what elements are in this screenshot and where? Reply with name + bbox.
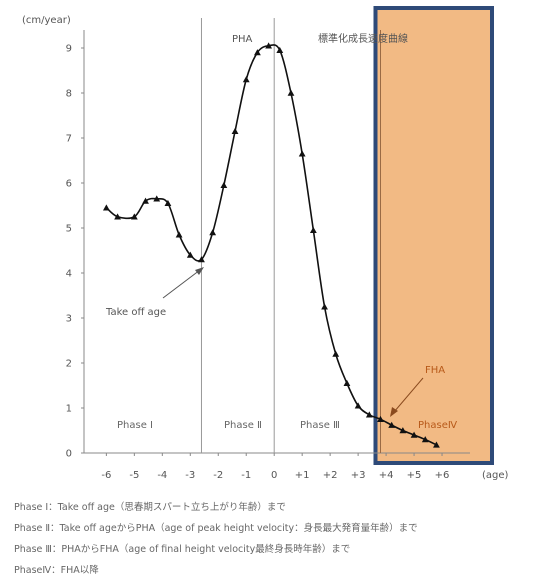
phase-4-label: PhaseⅣ [418,420,458,431]
data-point-marker [175,231,183,238]
take-off-age-arrow-line [162,269,201,299]
data-point-marker [265,42,273,49]
x-axis-label: (age) [482,470,509,481]
data-point-marker [354,402,362,409]
x-tick-label: -6 [101,470,111,481]
y-tick-label: 3 [66,314,72,325]
x-tick-label: 0 [271,470,277,481]
y-tick-label: 2 [66,359,72,370]
y-tick-label: 9 [66,44,72,55]
y-tick-label: 8 [66,89,72,100]
data-point-marker [321,303,328,310]
data-point-marker [254,49,261,56]
vlines-group [200,18,381,453]
data-point-marker [102,204,110,211]
legend-line-4: PhaseⅣ：FHA以降 [14,564,99,576]
take-off-age-arrow-head [195,267,204,275]
chart-title: 標準化成長速度曲線 [318,32,408,45]
y-tick-label: 5 [66,224,72,235]
data-point-marker [186,251,194,258]
fha-arrow-head [390,407,398,417]
fha-arrow-line [393,377,424,413]
x-tick-label: -1 [241,470,251,481]
y-tick-label: 1 [66,404,72,415]
x-tick-label: -4 [157,470,167,481]
data-point-marker [421,436,429,443]
fha-label: FHA [425,365,445,376]
data-point-marker [153,195,161,202]
y-tick-label: 7 [66,134,72,145]
data-point-marker [114,213,121,220]
y-tick-label: 6 [66,179,72,190]
data-point-marker [309,226,317,233]
x-tick-label: +6 [435,470,450,481]
y-axis-label: (cm/year) [22,15,71,26]
y-ticks-group: 0 1 2 3 4 5 6 7 8 9 [66,44,84,460]
x-tick-label: -3 [185,470,195,481]
phase-3-label: Phase Ⅲ [300,420,340,431]
data-point-marker [209,229,217,236]
data-point-marker [410,431,418,438]
legend-line-3: Phase Ⅲ：PHAからFHA（age of final height vel… [14,543,350,555]
data-point-marker [298,150,306,157]
y-tick-label: 0 [66,449,72,460]
x-tick-label: -5 [129,470,139,481]
data-point-marker [343,379,351,386]
data-point-marker [220,181,228,188]
curve-group [102,42,440,448]
data-point-marker [377,415,384,422]
legend-line-2: Phase Ⅱ：Take off ageからPHA（age of peak he… [14,522,418,534]
data-point-marker [231,127,239,134]
data-point-marker [287,89,295,96]
legend-line-1: Phase Ⅰ：Take off age（思春期スパート立ち上がり年齢）まで [14,501,286,513]
take-off-age-label: Take off age [105,307,166,318]
curve-markers [102,42,440,448]
x-tick-label: +2 [323,470,338,481]
data-point-marker [399,427,407,434]
data-point-marker [276,46,284,53]
data-point-marker [142,197,149,204]
data-point-marker [164,199,172,206]
x-tick-label: +3 [351,470,366,481]
region-label-pha: PHA [232,34,253,45]
data-point-marker [242,76,250,83]
data-point-marker [365,411,373,418]
phase-2-label: Phase Ⅱ [224,420,262,431]
phase4-highlight-region [373,6,495,465]
data-point-marker [332,350,340,357]
x-ticks-group: -6 -5 -4 -3 -2 -1 0 +1 +2 +3 +4 +5 +6 [101,453,449,481]
data-point-marker [130,213,138,220]
data-point-marker [198,256,205,263]
phase-1-label: Phase Ⅰ [117,420,153,431]
x-tick-label: +1 [295,470,310,481]
x-tick-label: -2 [213,470,223,481]
data-point-marker [388,421,396,428]
x-tick-label: +4 [379,470,394,481]
x-tick-label: +5 [407,470,422,481]
data-point-marker [433,441,440,448]
y-tick-label: 4 [66,269,72,280]
